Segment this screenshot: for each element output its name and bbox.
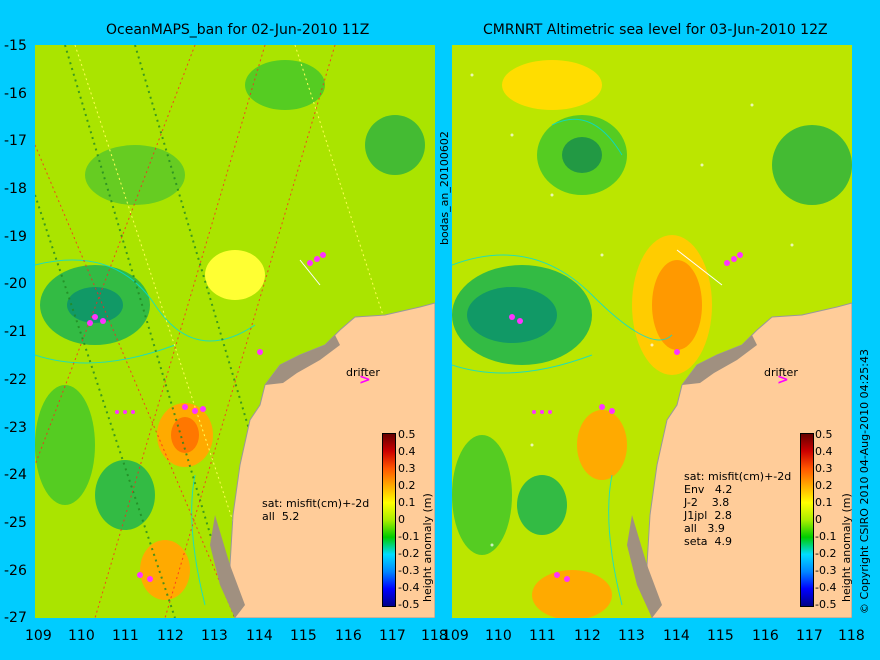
y-tick: -20 <box>4 276 27 292</box>
right-misfit-stats: sat: misfit(cm)+-2d Env 4.2 J-2 3.8 J1jp… <box>684 470 792 548</box>
y-tick: -16 <box>4 86 27 102</box>
left-drifter-label: drifter <box>346 366 380 379</box>
x-tick: 114 <box>246 628 273 644</box>
x-tick: 110 <box>68 628 95 644</box>
y-tick: -17 <box>4 133 27 149</box>
y-tick: -23 <box>4 420 27 436</box>
x-tick: 115 <box>290 628 317 644</box>
cb-tick: -0.5 <box>815 598 837 611</box>
x-tick: 114 <box>663 628 690 644</box>
drifter-arrow-icon: > <box>777 372 789 388</box>
cb-tick: -0.3 <box>398 564 420 577</box>
x-tick: 118 <box>421 628 448 644</box>
cb-tick: -0.1 <box>815 530 837 543</box>
right-drifter-label: drifter <box>764 366 798 379</box>
cb-tick: 0.5 <box>398 428 416 441</box>
cb-tick: -0.5 <box>398 598 420 611</box>
cb-tick: 0.1 <box>815 496 833 509</box>
y-tick: -25 <box>4 515 27 531</box>
cb-tick: 0.5 <box>815 428 833 441</box>
x-tick: 117 <box>379 628 406 644</box>
drifter-arrow-icon: > <box>359 372 371 388</box>
cb-tick: 0 <box>815 513 822 526</box>
x-tick: 116 <box>752 628 779 644</box>
cb-tick: 0.4 <box>398 445 416 458</box>
cb-tick: 0.2 <box>815 479 833 492</box>
right-map-graphic <box>452 45 852 618</box>
y-tick: -26 <box>4 563 27 579</box>
x-tick: 109 <box>25 628 52 644</box>
copyright: © Copyright CSIRO 2010 04-Aug-2010 04:25… <box>858 348 871 614</box>
x-tick: 110 <box>485 628 512 644</box>
left-colorbar <box>382 433 396 607</box>
right-map-title: CMRNRT Altimetric sea level for 03-Jun-2… <box>483 22 828 38</box>
cb-tick: -0.4 <box>815 581 837 594</box>
x-tick: 112 <box>574 628 601 644</box>
left-map <box>35 45 435 618</box>
x-tick: 118 <box>838 628 865 644</box>
x-tick: 109 <box>442 628 469 644</box>
cb-tick: 0.2 <box>398 479 416 492</box>
left-colorbar-label: height anomaly (m) <box>421 493 434 602</box>
right-colorbar-label: height anomaly (m) <box>840 493 853 602</box>
y-tick: -22 <box>4 372 27 388</box>
x-tick: 115 <box>707 628 734 644</box>
x-tick: 117 <box>796 628 823 644</box>
cb-tick: -0.1 <box>398 530 420 543</box>
x-tick: 113 <box>201 628 228 644</box>
x-tick: 116 <box>335 628 362 644</box>
x-tick: 112 <box>157 628 184 644</box>
run-id-label: bodas_an_20100602 <box>438 131 451 245</box>
cb-tick: 0 <box>398 513 405 526</box>
cb-tick: 0.3 <box>815 462 833 475</box>
y-tick: -27 <box>4 610 27 626</box>
cb-tick: -0.2 <box>398 547 420 560</box>
x-tick: 111 <box>112 628 139 644</box>
x-tick: 113 <box>618 628 645 644</box>
y-tick: -15 <box>4 38 27 54</box>
right-map <box>452 45 852 618</box>
y-tick: -24 <box>4 467 27 483</box>
right-colorbar <box>800 433 814 607</box>
y-tick: -18 <box>4 181 27 197</box>
cb-tick: 0.3 <box>398 462 416 475</box>
y-tick: -19 <box>4 229 27 245</box>
left-map-title: OceanMAPS_ban for 02-Jun-2010 11Z <box>106 22 370 38</box>
cb-tick: -0.3 <box>815 564 837 577</box>
left-map-graphic <box>35 45 435 618</box>
y-tick: -21 <box>4 324 27 340</box>
cb-tick: 0.4 <box>815 445 833 458</box>
cb-tick: -0.2 <box>815 547 837 560</box>
cb-tick: -0.4 <box>398 581 420 594</box>
cb-tick: 0.1 <box>398 496 416 509</box>
left-misfit-stats: sat: misfit(cm)+-2d all 5.2 <box>262 497 370 523</box>
x-tick: 111 <box>529 628 556 644</box>
